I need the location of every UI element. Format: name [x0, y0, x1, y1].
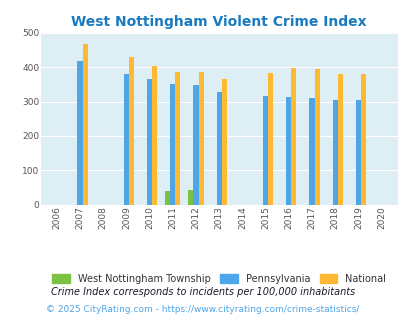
- Bar: [360, 74, 365, 205]
- Bar: [175, 72, 180, 205]
- Bar: [77, 61, 82, 205]
- Bar: [262, 96, 268, 205]
- Bar: [165, 191, 170, 205]
- Bar: [198, 72, 203, 205]
- Bar: [124, 74, 129, 205]
- Bar: [291, 68, 296, 205]
- Bar: [170, 84, 175, 205]
- Bar: [216, 92, 221, 205]
- Bar: [268, 73, 273, 205]
- Text: Crime Index corresponds to incidents per 100,000 inhabitants: Crime Index corresponds to incidents per…: [51, 287, 354, 297]
- Bar: [337, 74, 342, 205]
- Bar: [152, 66, 157, 205]
- Bar: [355, 100, 360, 205]
- Legend: West Nottingham Township, Pennsylvania, National: West Nottingham Township, Pennsylvania, …: [49, 270, 389, 287]
- Bar: [221, 79, 226, 205]
- Title: West Nottingham Violent Crime Index: West Nottingham Violent Crime Index: [71, 15, 366, 29]
- Text: © 2025 CityRating.com - https://www.cityrating.com/crime-statistics/: © 2025 CityRating.com - https://www.city…: [46, 305, 359, 314]
- Bar: [188, 190, 193, 205]
- Bar: [129, 57, 134, 205]
- Bar: [286, 97, 291, 205]
- Bar: [309, 98, 314, 205]
- Bar: [332, 100, 337, 205]
- Bar: [193, 85, 198, 205]
- Bar: [314, 69, 319, 205]
- Bar: [82, 44, 87, 205]
- Bar: [147, 79, 152, 205]
